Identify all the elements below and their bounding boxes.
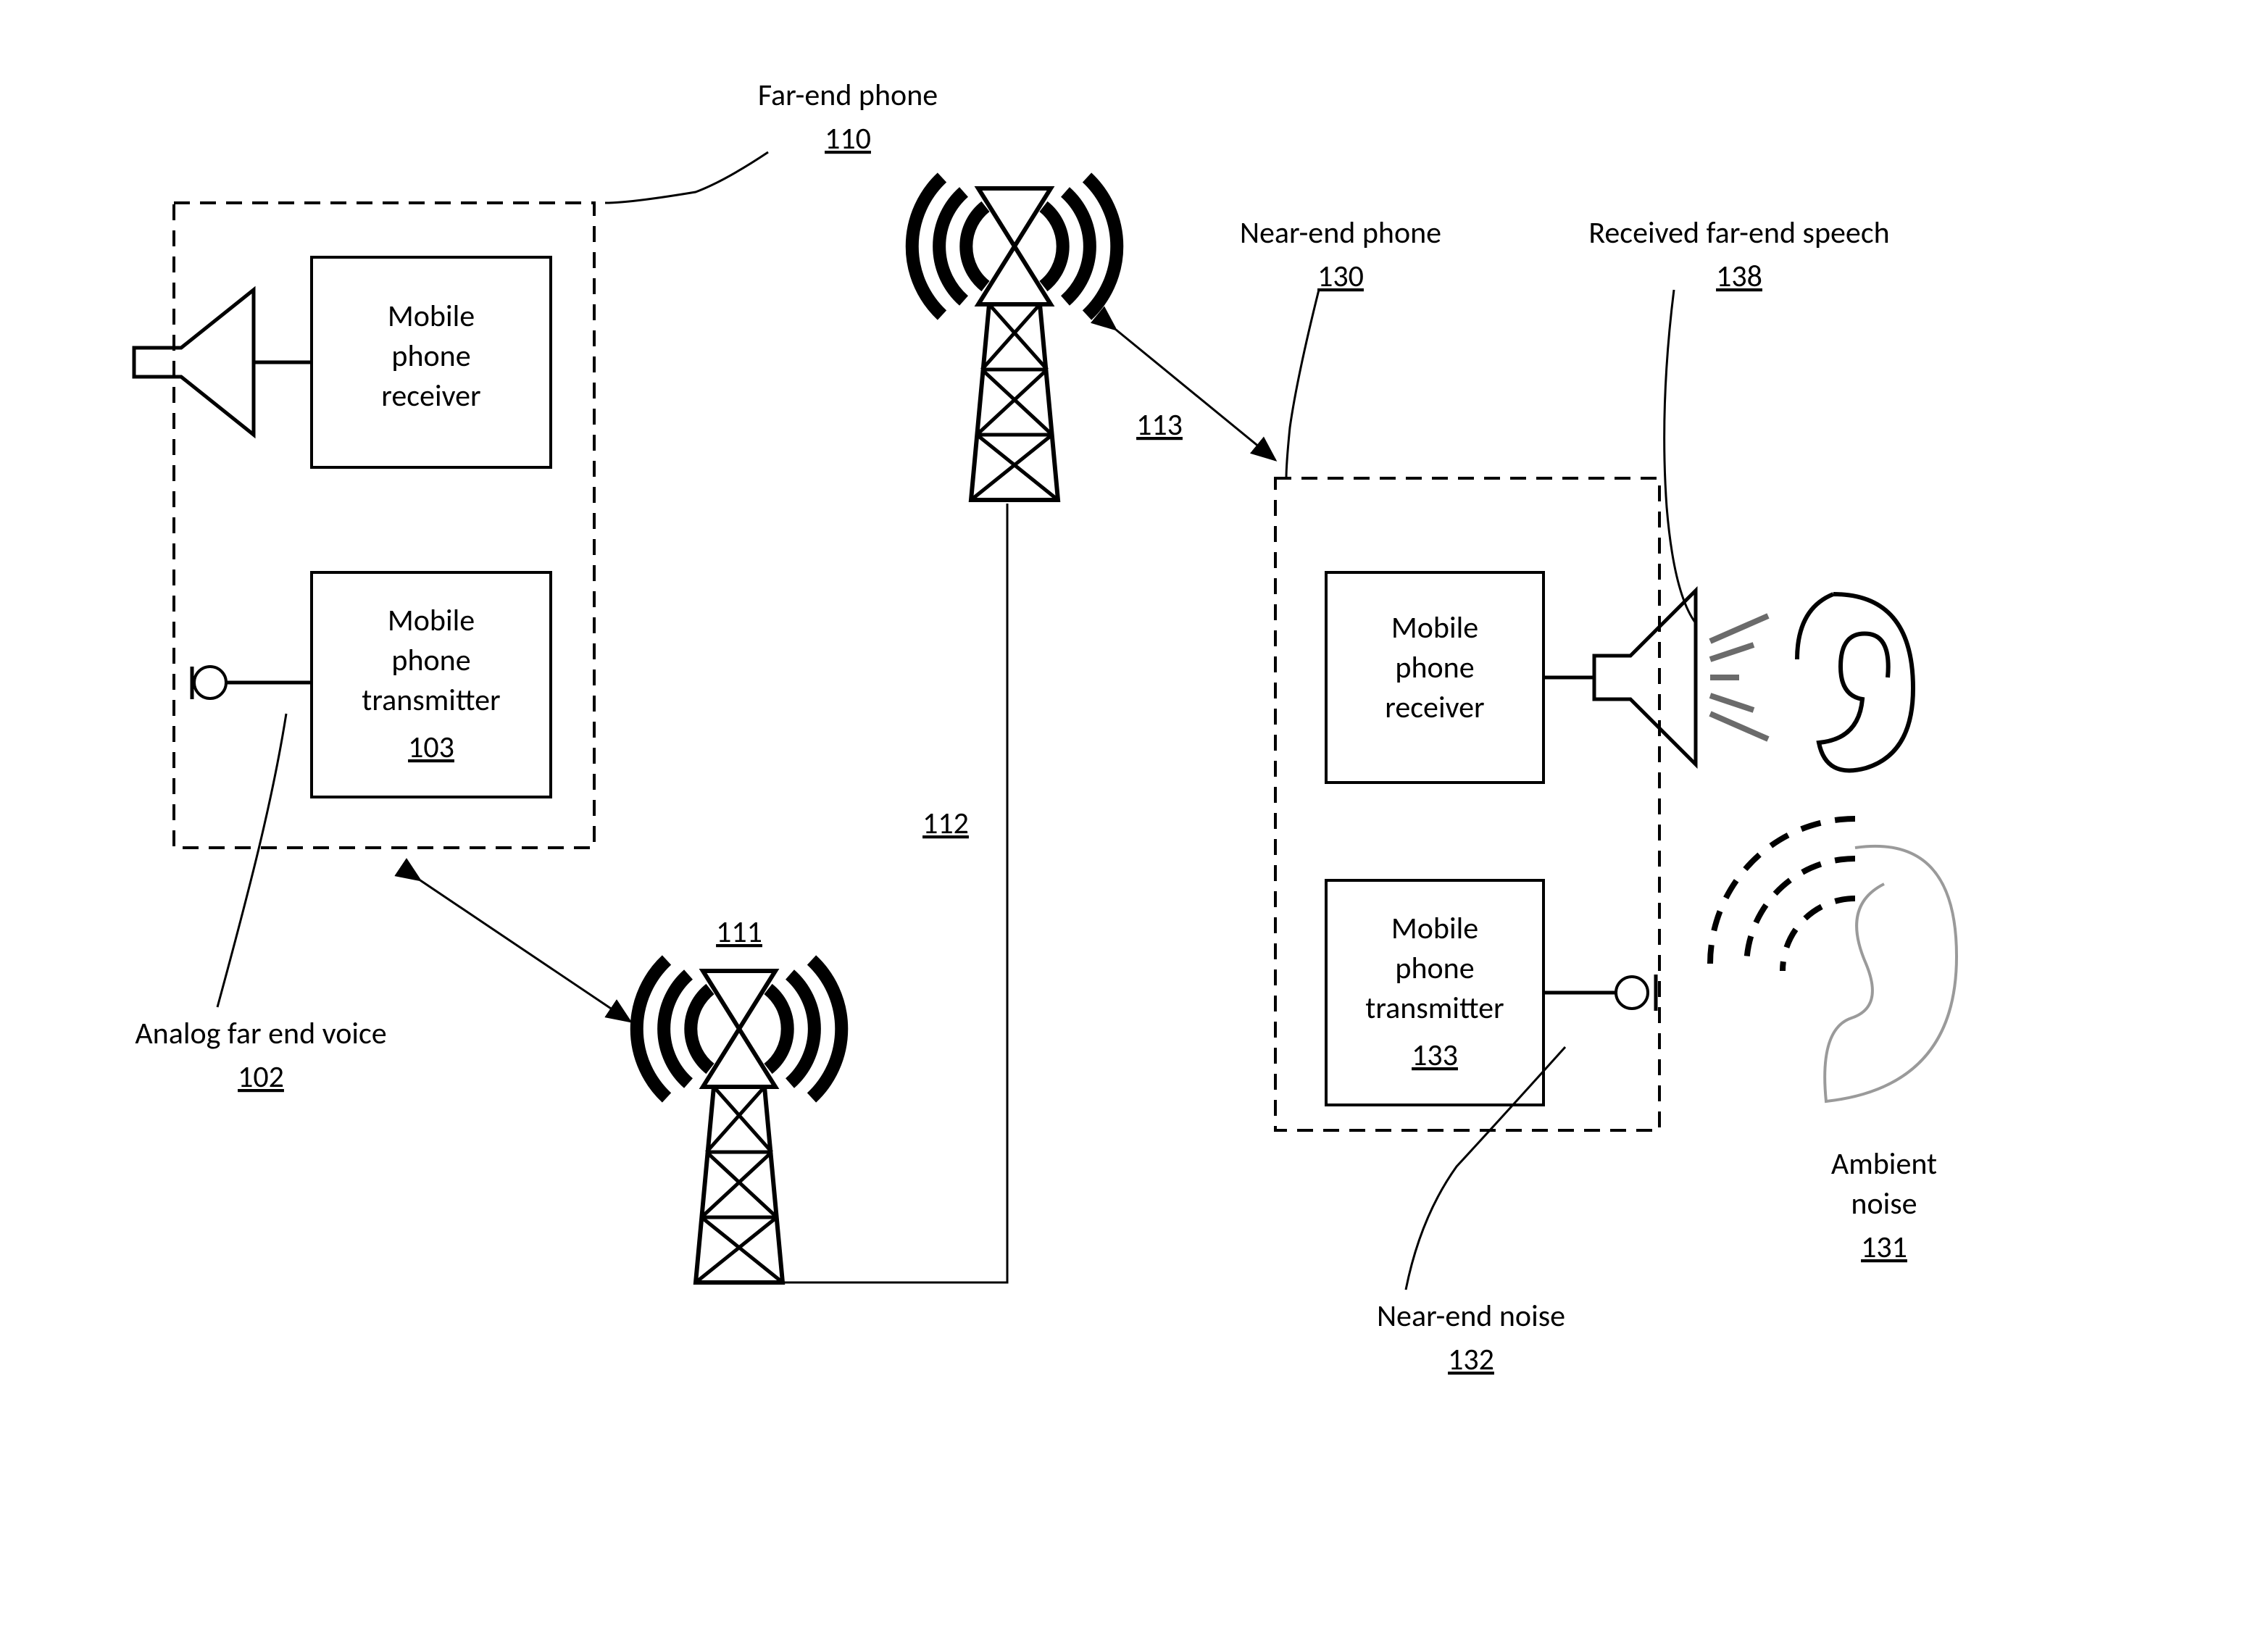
near-transmitter-line3: transmitter [1365, 990, 1504, 1027]
analog-voice-label: Analog far end voice [135, 1015, 386, 1052]
near-end-phone-ref: 130 [1317, 258, 1364, 295]
far-end-tower-link [420, 880, 630, 1022]
ear-icon [1797, 594, 1913, 770]
near-end-noise-label: Near-end noise [1377, 1298, 1565, 1335]
microphone-icon [192, 667, 312, 699]
cell-tower-icon [912, 178, 1117, 500]
near-transmitter-line2: phone [1395, 950, 1474, 987]
speaker-icon [1543, 591, 1696, 764]
near-receiver-line3: receiver [1385, 689, 1484, 726]
far-end-phone-label: Far-end phone [758, 77, 938, 114]
received-speech-ref: 138 [1716, 258, 1762, 295]
near-transmitter-ref: 133 [1412, 1037, 1458, 1074]
received-speech-label: Received far-end speech [1588, 214, 1889, 251]
near-receiver-line2: phone [1395, 649, 1474, 686]
ambient-noise-label2: noise [1851, 1185, 1917, 1222]
far-transmitter-line3: transmitter [362, 682, 500, 719]
far-receiver-line1: Mobile [388, 298, 475, 335]
microphone-icon [1543, 975, 1656, 1011]
far-receiver-line2: phone [391, 338, 470, 375]
far-transmitter-line2: phone [391, 642, 470, 679]
ambient-noise-label1: Ambient [1831, 1146, 1937, 1182]
far-transmitter-ref: 103 [408, 729, 454, 766]
far-end-phone-leader [605, 152, 768, 203]
tower-right-ref: 113 [1136, 406, 1183, 443]
near-end-noise-ref: 132 [1448, 1341, 1494, 1378]
sound-waves-icon [1710, 616, 1768, 739]
ambient-noise-icon [1710, 819, 1855, 971]
speaker-icon [134, 290, 312, 435]
far-end-phone-ref: 110 [825, 120, 871, 157]
near-end-phone-label: Near-end phone [1240, 214, 1441, 251]
tower-link-line [783, 504, 1007, 1282]
mouth-icon [1825, 846, 1957, 1101]
far-receiver-line3: receiver [381, 377, 480, 414]
diagram-canvas: Mobile phone receiver Mobile phone trans… [0, 0, 2258, 1652]
received-speech-leader [1665, 290, 1696, 623]
tower-left-ref: 111 [716, 914, 762, 951]
near-receiver-line1: Mobile [1391, 609, 1478, 646]
far-transmitter-line1: Mobile [388, 602, 475, 639]
ambient-noise-ref: 131 [1861, 1229, 1907, 1266]
tower-link-ref: 112 [922, 805, 969, 842]
near-transmitter-line1: Mobile [1391, 910, 1478, 947]
analog-voice-ref: 102 [238, 1059, 284, 1096]
near-end-phone-leader [1286, 290, 1319, 478]
analog-voice-leader [217, 714, 286, 1007]
cell-tower-icon [637, 960, 842, 1282]
